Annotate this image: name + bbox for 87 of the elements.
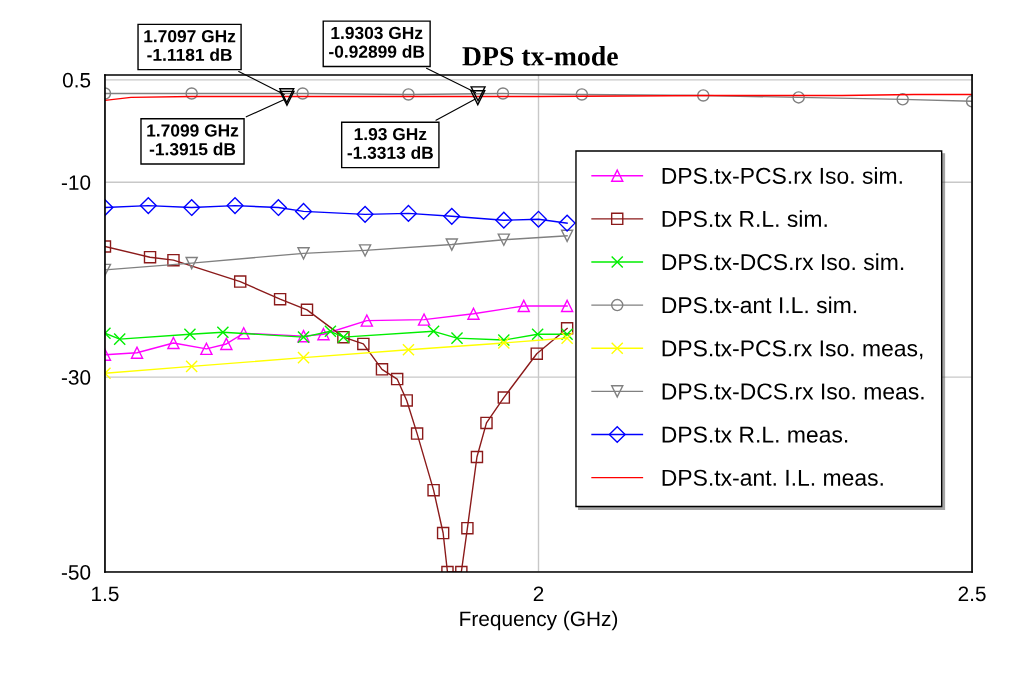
legend-label: DPS.tx-DCS.rx Iso. meas.	[662, 383, 924, 400]
point	[529, 210, 548, 228]
point	[792, 91, 805, 104]
point	[560, 327, 574, 341]
point	[294, 202, 313, 220]
legend-label: DPS.tx-DCS.rx Iso. sim.	[662, 253, 904, 271]
point	[560, 299, 574, 313]
point	[297, 351, 310, 364]
point	[167, 336, 180, 350]
point	[273, 292, 287, 306]
legend-label: DPS.tx-ant I.L. sim.	[662, 296, 857, 314]
legend-label: DPS.tx-ant. I.L. meas.	[662, 469, 883, 486]
legend-label: DPS.tx-PCS.rx Iso. meas,	[662, 340, 923, 360]
point	[410, 427, 424, 440]
point	[399, 204, 417, 222]
y-tick-label: 0.5	[62, 72, 91, 88]
point	[496, 87, 510, 100]
point	[427, 483, 440, 497]
x-tick-label: 2	[533, 586, 544, 601]
point	[216, 326, 230, 339]
point	[467, 307, 480, 321]
x-tick-label: 2.5	[958, 586, 986, 602]
point	[480, 416, 493, 430]
point	[233, 275, 247, 288]
point	[558, 214, 576, 232]
point	[427, 325, 440, 338]
point	[517, 299, 531, 313]
point	[139, 197, 157, 215]
point	[317, 327, 330, 341]
point	[183, 198, 201, 217]
point	[143, 250, 157, 264]
point	[185, 360, 198, 373]
point	[297, 247, 310, 260]
point	[402, 343, 415, 357]
chart-title: DPS tx-mode	[462, 46, 618, 66]
point	[390, 372, 404, 386]
point	[497, 233, 511, 246]
legend-label: DPS.tx R.L. sim.	[662, 210, 827, 228]
y-tick-label: -10	[61, 175, 91, 190]
point	[269, 198, 287, 217]
point	[560, 331, 574, 345]
point	[402, 88, 415, 101]
point	[470, 450, 484, 464]
point	[358, 244, 372, 257]
x-axis-title: Frequency (GHz)	[460, 610, 618, 631]
y-tick-label: -30	[61, 370, 91, 385]
point	[896, 93, 909, 106]
point	[300, 303, 314, 317]
annotation: 1.93 GHz -1.3313 dB	[347, 127, 433, 159]
point	[495, 211, 513, 229]
annotation: 1.7097 GHz -1.1181 dB	[144, 30, 236, 62]
y-tick-label: -50	[61, 565, 91, 580]
legend-label: DPS.tx R.L. meas.	[662, 426, 848, 443]
point	[226, 197, 244, 215]
point	[296, 87, 309, 100]
point	[375, 363, 389, 376]
point	[185, 256, 198, 270]
point	[220, 337, 233, 351]
point	[360, 314, 374, 327]
point	[436, 526, 450, 540]
point	[497, 391, 511, 404]
point	[167, 253, 180, 267]
point	[183, 327, 197, 341]
x-tick-label: 1.5	[92, 586, 119, 602]
point	[200, 342, 213, 356]
annotation: 1.7099 GHz -1.3915 dB	[147, 124, 239, 156]
point	[400, 394, 413, 407]
point	[113, 332, 126, 346]
point	[357, 337, 370, 351]
point	[461, 521, 474, 535]
point	[560, 322, 574, 335]
annotation: 1.9303 GHz -0.92899 dB	[329, 26, 425, 58]
point	[237, 326, 250, 340]
point	[697, 89, 710, 102]
point	[445, 238, 459, 251]
point	[356, 205, 374, 223]
point	[560, 229, 574, 243]
point	[417, 313, 431, 326]
point	[324, 325, 337, 338]
point	[130, 346, 144, 359]
point	[443, 207, 461, 225]
point	[450, 331, 464, 345]
point	[531, 327, 544, 341]
point	[185, 87, 198, 100]
legend-label: DPS.tx-PCS.rx Iso. sim.	[662, 167, 902, 184]
point	[530, 347, 544, 360]
point	[575, 88, 589, 101]
